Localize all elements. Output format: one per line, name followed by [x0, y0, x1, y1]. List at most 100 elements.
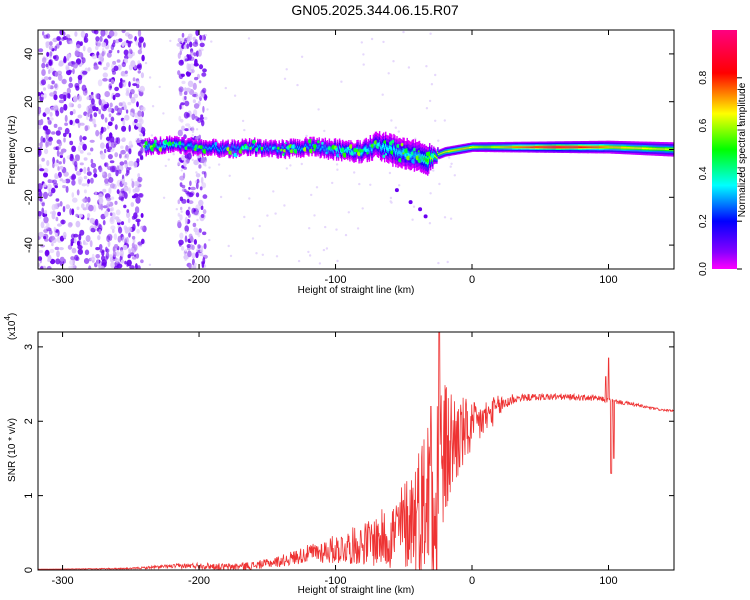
noise-speckle — [76, 170, 82, 176]
noise-speckle — [87, 166, 90, 173]
noise-speckle — [57, 203, 60, 208]
band-cell — [653, 147, 655, 150]
noise-speckle — [73, 160, 78, 168]
noise-speckle — [135, 218, 141, 223]
band-cell — [615, 146, 617, 149]
band-cell — [627, 147, 630, 149]
band-cell — [301, 147, 303, 150]
band-cell — [324, 145, 327, 148]
band-cell — [526, 146, 528, 148]
noise-speckle — [62, 231, 67, 239]
noise-speckle — [102, 188, 107, 193]
noise-speckle — [177, 199, 181, 205]
noise-speckle — [82, 143, 87, 151]
noise-speckle — [108, 30, 115, 37]
band-cell — [223, 149, 225, 151]
faint-dot — [148, 76, 152, 79]
noise-speckle — [124, 114, 130, 121]
noise-speckle — [199, 92, 205, 98]
band-cell — [465, 147, 468, 149]
noise-speckle — [111, 63, 114, 70]
band-cell — [559, 146, 561, 148]
noise-speckle — [104, 210, 109, 218]
noise-speckle — [91, 30, 97, 34]
colorbar-tick-label: 0.0 — [698, 262, 709, 276]
noise-speckle — [88, 108, 93, 114]
band-cell — [572, 146, 574, 148]
noise-speckle — [116, 59, 121, 63]
band-cell — [146, 144, 148, 147]
noise-speckle — [53, 104, 59, 110]
noise-speckle — [100, 142, 105, 149]
noise-speckle — [189, 63, 195, 71]
band-cell — [458, 148, 461, 150]
noise-speckle — [59, 201, 63, 207]
band-cell — [534, 146, 536, 148]
noise-speckle — [107, 146, 113, 150]
band-cell — [661, 148, 663, 150]
faint-dot — [443, 119, 446, 122]
noise-speckle — [125, 236, 129, 244]
noise-speckle — [126, 259, 132, 267]
band-cell — [560, 146, 562, 148]
noise-speckle — [183, 160, 187, 167]
band-cell — [233, 145, 235, 148]
noise-speckle — [107, 107, 111, 113]
noise-speckle — [179, 196, 184, 202]
noise-speckle — [111, 196, 115, 200]
band-cell — [468, 147, 471, 149]
noise-speckle — [121, 125, 127, 132]
noise-speckle — [89, 217, 95, 224]
band-blob — [143, 145, 146, 148]
band-cell — [331, 149, 334, 152]
noise-speckle — [184, 87, 187, 92]
noise-speckle — [77, 245, 83, 250]
noise-speckle — [57, 171, 62, 178]
noise-speckle — [193, 52, 197, 57]
faint-dot — [449, 165, 452, 168]
band-cell — [214, 147, 216, 150]
noise-speckle — [86, 96, 90, 100]
noise-speckle — [55, 232, 58, 237]
snr-multiplier-close: ) — [7, 313, 18, 316]
noise-speckle — [132, 256, 137, 260]
band-cell — [407, 152, 409, 157]
noise-speckle — [38, 256, 43, 261]
faint-dot — [261, 253, 264, 256]
noise-speckle — [130, 202, 135, 207]
band-cell — [463, 148, 466, 150]
noise-speckle — [127, 254, 131, 259]
band-cell — [236, 147, 239, 150]
band-cell — [335, 150, 338, 153]
noise-speckle — [191, 126, 195, 134]
band-cell — [162, 145, 165, 147]
band-cell — [193, 146, 196, 148]
band-cell — [304, 145, 306, 148]
colorbar-tick-label: 0.8 — [698, 70, 709, 84]
noise-speckle — [96, 40, 102, 48]
snr-y-multiplier: (x104) — [3, 313, 18, 340]
noise-speckle — [118, 102, 123, 107]
band-blob — [317, 140, 320, 144]
band-cell — [510, 146, 513, 148]
noise-speckle — [189, 243, 193, 250]
noise-speckle — [108, 187, 112, 195]
noise-speckle — [95, 247, 100, 251]
faint-dot — [185, 231, 188, 234]
faint-dot — [283, 77, 287, 81]
band-cell — [608, 146, 610, 148]
faint-dot — [272, 190, 275, 193]
noise-speckle — [140, 146, 144, 154]
noise-speckle — [121, 137, 126, 142]
noise-speckle — [201, 72, 207, 77]
band-cell — [211, 147, 213, 150]
band-cell — [663, 148, 665, 150]
band-cell — [188, 144, 190, 146]
noise-speckle — [110, 216, 114, 223]
band-cell — [577, 146, 579, 148]
band-cell — [213, 144, 215, 147]
band-cell — [191, 145, 193, 148]
noise-speckle — [198, 64, 204, 70]
noise-speckle — [199, 42, 205, 48]
